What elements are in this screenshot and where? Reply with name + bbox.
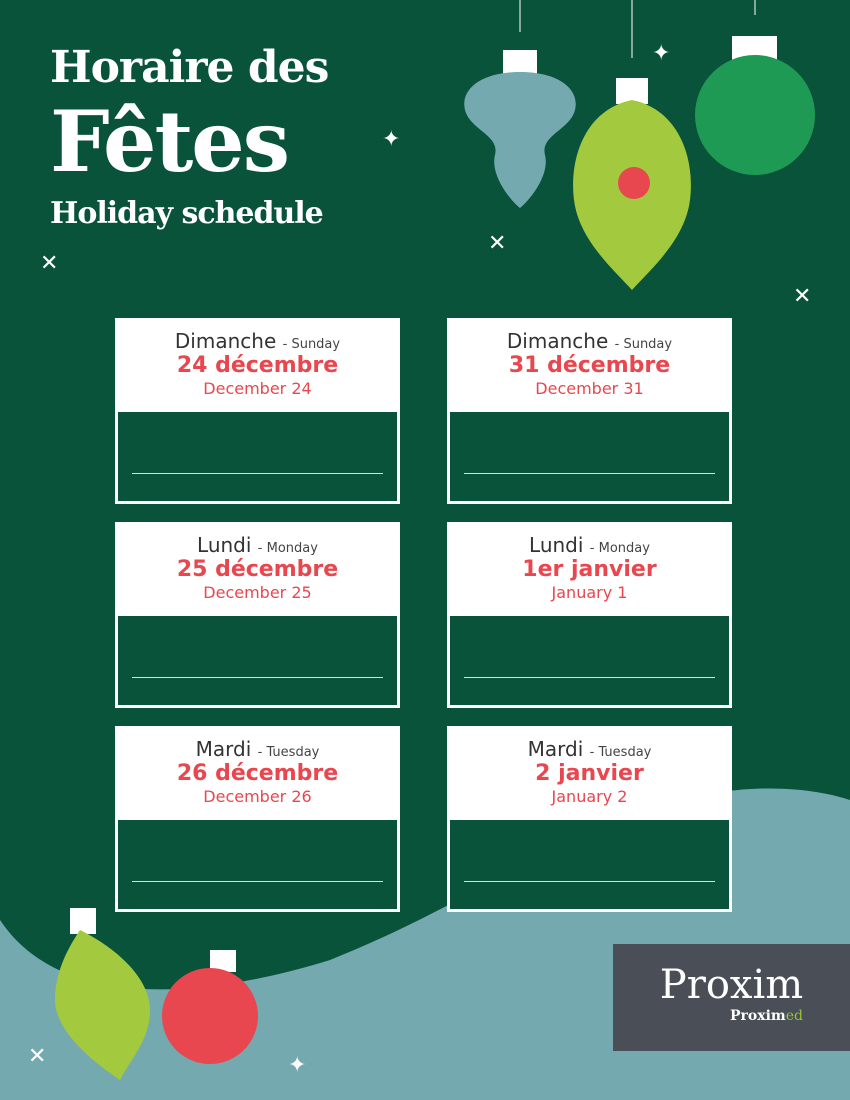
date-en: December 26 bbox=[203, 787, 312, 806]
ornament-icon bbox=[573, 78, 691, 290]
ornament-icon bbox=[55, 908, 150, 1080]
date-en: January 1 bbox=[551, 583, 628, 602]
hours-line bbox=[132, 881, 383, 882]
date-fr: 1er janvier bbox=[522, 557, 657, 582]
ornament-icon bbox=[162, 950, 258, 1064]
card-header: Mardi - Tuesday 26 décembre December 26 bbox=[115, 726, 400, 818]
ornament-icon bbox=[464, 50, 576, 208]
day-en: - Tuesday bbox=[257, 745, 320, 760]
card-header: Lundi - Monday 25 décembre December 25 bbox=[115, 522, 400, 614]
day-label: Lundi - Monday bbox=[115, 522, 400, 557]
schedule-card: Lundi - Monday 25 décembre December 25 bbox=[115, 522, 400, 708]
hours-line bbox=[132, 677, 383, 678]
svg-text:✕: ✕ bbox=[40, 251, 58, 276]
hours-line bbox=[464, 473, 715, 474]
date-fr: 2 janvier bbox=[535, 761, 644, 786]
day-fr: Mardi bbox=[195, 737, 252, 761]
schedule-card: Mardi - Tuesday 26 décembre December 26 bbox=[115, 726, 400, 912]
sparkle-icon: ✕ ✕ ✕ ✕ ✦ ✦ ✦ bbox=[28, 41, 811, 1078]
day-fr: Lundi bbox=[529, 533, 584, 557]
day-en: - Monday bbox=[589, 541, 650, 556]
day-fr: Dimanche bbox=[174, 329, 277, 353]
logo-sub-b: ed bbox=[785, 1008, 803, 1024]
logo-sub-a: Proxim bbox=[730, 1008, 786, 1024]
hours-line bbox=[464, 677, 715, 678]
proxim-logo: Proxim Proximed bbox=[613, 944, 850, 1051]
day-en: - Tuesday bbox=[589, 745, 652, 760]
svg-text:✕: ✕ bbox=[488, 231, 506, 256]
day-fr: Lundi bbox=[197, 533, 252, 557]
schedule-card: Dimanche - Sunday 24 décembre December 2… bbox=[115, 318, 400, 504]
day-fr: Mardi bbox=[527, 737, 584, 761]
svg-text:✕: ✕ bbox=[28, 1044, 46, 1069]
title-line-1: Horaire des bbox=[50, 42, 329, 93]
hours-area bbox=[450, 820, 729, 909]
hours-area bbox=[450, 616, 729, 705]
svg-text:✦: ✦ bbox=[652, 41, 670, 66]
date-fr: 26 décembre bbox=[176, 761, 339, 786]
logo-sub: Proximed bbox=[683, 1008, 850, 1024]
schedule-card: Dimanche - Sunday 31 décembre December 3… bbox=[447, 318, 732, 504]
date-fr: 31 décembre bbox=[508, 353, 671, 378]
date-en: January 2 bbox=[551, 787, 628, 806]
subtitle: Holiday schedule bbox=[50, 196, 324, 231]
svg-text:✦: ✦ bbox=[288, 1053, 306, 1078]
date-fr: 24 décembre bbox=[176, 353, 339, 378]
card-header: Mardi - Tuesday 2 janvier January 2 bbox=[447, 726, 732, 818]
card-header: Lundi - Monday 1er janvier January 1 bbox=[447, 522, 732, 614]
date-fr: 25 décembre bbox=[176, 557, 339, 582]
day-label: Dimanche - Sunday bbox=[115, 318, 400, 353]
logo-main: Proxim bbox=[659, 962, 804, 1008]
day-fr: Dimanche bbox=[506, 329, 609, 353]
hours-area bbox=[118, 820, 397, 909]
hours-area bbox=[118, 616, 397, 705]
day-en: - Monday bbox=[257, 541, 318, 556]
svg-text:✦: ✦ bbox=[382, 127, 400, 152]
day-label: Mardi - Tuesday bbox=[447, 726, 732, 761]
schedule-card: Mardi - Tuesday 2 janvier January 2 bbox=[447, 726, 732, 912]
hours-line bbox=[132, 473, 383, 474]
day-en: - Sunday bbox=[614, 337, 673, 352]
day-label: Dimanche - Sunday bbox=[447, 318, 732, 353]
day-en: - Sunday bbox=[282, 337, 341, 352]
svg-text:✕: ✕ bbox=[793, 284, 811, 309]
date-en: December 25 bbox=[203, 583, 312, 602]
title-line-2: Fêtes bbox=[50, 92, 290, 191]
hours-area bbox=[450, 412, 729, 501]
date-en: December 24 bbox=[203, 379, 312, 398]
day-label: Lundi - Monday bbox=[447, 522, 732, 557]
hours-area bbox=[118, 412, 397, 501]
date-en: December 31 bbox=[535, 379, 644, 398]
hours-line bbox=[464, 881, 715, 882]
ornament-icon bbox=[695, 36, 815, 175]
schedule-card: Lundi - Monday 1er janvier January 1 bbox=[447, 522, 732, 708]
card-header: Dimanche - Sunday 24 décembre December 2… bbox=[115, 318, 400, 410]
card-header: Dimanche - Sunday 31 décembre December 3… bbox=[447, 318, 732, 410]
day-label: Mardi - Tuesday bbox=[115, 726, 400, 761]
